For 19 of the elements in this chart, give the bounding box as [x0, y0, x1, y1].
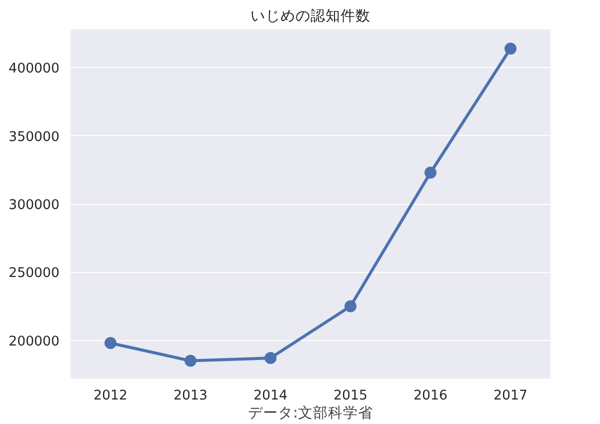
- x-tick-label: 2013: [174, 388, 208, 404]
- point: [344, 300, 356, 312]
- x-tick-label: 2017: [494, 388, 528, 404]
- y-tick-label: 400000: [8, 62, 60, 77]
- point: [264, 352, 276, 364]
- point: [184, 354, 196, 367]
- x-tick-label: 2012: [94, 388, 128, 404]
- x-tick-label: 2015: [334, 388, 368, 404]
- point: [104, 337, 116, 350]
- x-tick-label: 2014: [254, 388, 288, 404]
- y-tick-label: 200000: [8, 334, 60, 350]
- point: [504, 42, 516, 55]
- y-tick-label: 300000: [8, 198, 60, 213]
- chart-title: いじめの認知件数: [250, 8, 370, 24]
- y-tick-label: 250000: [8, 266, 60, 282]
- x-axis-title: データ:文部科学省: [248, 404, 373, 422]
- x-tick-label: 2016: [414, 388, 448, 404]
- y-tick-label: 350000: [8, 130, 60, 145]
- point: [424, 166, 436, 179]
